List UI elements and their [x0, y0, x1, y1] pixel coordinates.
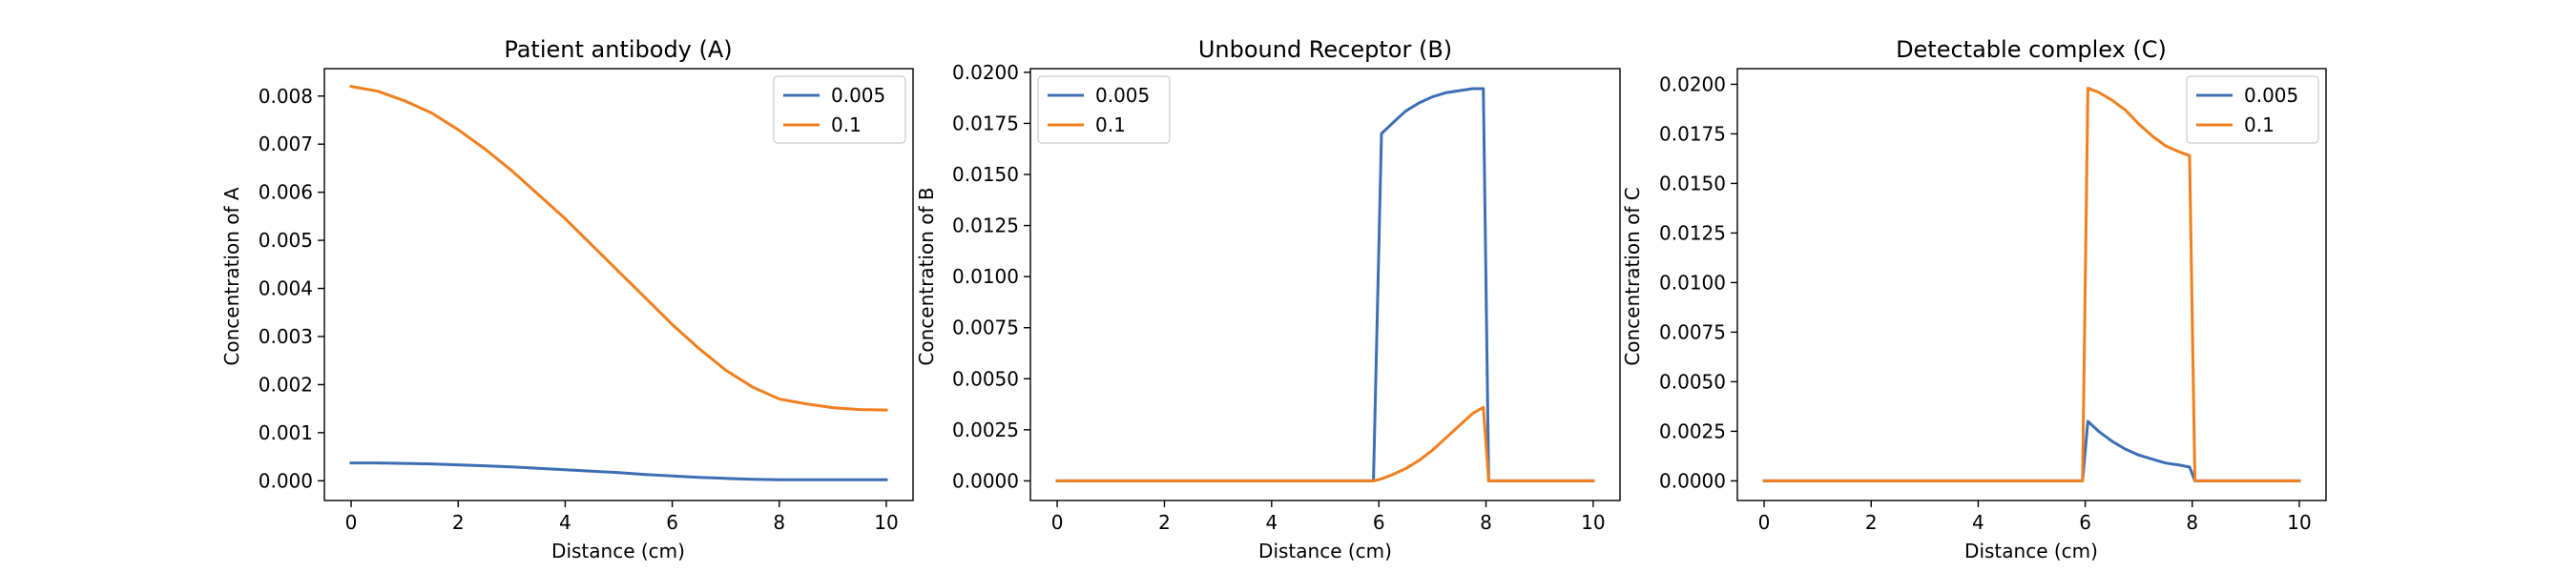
y-tick-label: 0.007	[259, 133, 313, 155]
legend: 0.005 0.1	[773, 75, 906, 144]
y-axis-label: Concentration of C	[1621, 187, 1644, 365]
panel-unbound-receptor: Unbound Receptor (B) Distance (cm) Conce…	[915, 36, 1621, 562]
legend: 0.005 0.1	[1037, 75, 1171, 144]
y-tick-label: 0.0150	[952, 163, 1019, 186]
y-tick-label: 0.001	[259, 421, 313, 444]
y-tick-label: 0.0200	[1659, 72, 1726, 95]
x-tick-label: 10	[874, 511, 898, 534]
series-group	[1055, 87, 1595, 482]
y-tick-label: 0.0000	[952, 469, 1019, 492]
x-tick-label: 2	[1865, 511, 1878, 534]
y-tick-label: 0.004	[259, 277, 313, 300]
y-axis-label: Concentration of B	[915, 187, 938, 365]
x-axis-label: Distance (cm)	[1258, 540, 1392, 562]
plot-area-frame	[323, 68, 914, 501]
legend-label: 0.005	[1095, 84, 1150, 107]
x-tick-label: 4	[559, 511, 571, 534]
plot-area-frame	[1736, 68, 2327, 501]
y-tick-label: 0.000	[259, 469, 313, 492]
y-tick-label: 0.0050	[1659, 370, 1726, 393]
x-axis-label: Distance (cm)	[1964, 540, 2098, 562]
x-axis-label: Distance (cm)	[551, 540, 685, 562]
y-tick-label: 0.0175	[952, 112, 1019, 134]
y-tick-label: 0.0050	[952, 367, 1019, 390]
chart-title: Patient antibody (A)	[504, 36, 732, 63]
legend-label: 0.1	[1095, 113, 1126, 136]
x-tick-label: 8	[2186, 511, 2198, 534]
y-tick-label: 0.0100	[1659, 271, 1726, 294]
x-tick-label: 8	[773, 511, 785, 534]
legend-label: 0.005	[2244, 84, 2298, 107]
y-axis-label: Concentration of A	[220, 187, 243, 365]
legend-label: 0.1	[2244, 113, 2275, 136]
x-tick-label: 8	[1480, 511, 1492, 534]
legend-label: 0.005	[831, 84, 885, 107]
x-tick-label: 6	[666, 511, 678, 534]
x-tick-label: 2	[1158, 511, 1171, 534]
y-tick-label: 0.0075	[952, 317, 1019, 339]
y-tick-label: 0.005	[259, 229, 313, 252]
x-tick-label: 6	[2079, 511, 2091, 534]
chart-title: Unbound Receptor (B)	[1198, 36, 1452, 63]
x-tick-label: 4	[1265, 511, 1278, 534]
x-tick-label: 6	[1373, 511, 1385, 534]
series-line-0.1	[1762, 87, 2301, 482]
y-tick-label: 0.0200	[952, 61, 1019, 84]
series-line-0.1	[1055, 405, 1595, 482]
x-tick-label: 0	[1051, 511, 1064, 534]
y-tick-label: 0.002	[259, 373, 313, 396]
y-tick-label: 0.0175	[1659, 122, 1726, 145]
y-tick-label: 0.003	[259, 325, 313, 348]
panel-patient-antibody: Patient antibody (A) Distance (cm) Conce…	[220, 36, 914, 562]
y-tick-label: 0.0025	[952, 419, 1019, 441]
legend: 0.005 0.1	[2186, 75, 2319, 144]
series-line-0.005	[349, 461, 888, 481]
y-tick-label: 0.0125	[1659, 221, 1726, 244]
y-tick-label: 0.008	[259, 85, 313, 108]
x-tick-label: 0	[345, 511, 358, 534]
legend-label: 0.1	[831, 113, 862, 136]
y-tick-label: 0.0125	[952, 214, 1019, 237]
x-tick-label: 4	[1972, 511, 1984, 534]
y-tick-label: 0.006	[259, 181, 313, 204]
y-tick-label: 0.0100	[952, 265, 1019, 288]
chart-title: Detectable complex (C)	[1896, 36, 2167, 63]
series-group	[349, 84, 888, 481]
y-tick-label: 0.0150	[1659, 172, 1726, 194]
x-tick-label: 2	[452, 511, 465, 534]
panel-detectable-complex: Detectable complex (C) Distance (cm) Con…	[1621, 36, 2327, 562]
series-line-0.1	[349, 84, 888, 412]
y-tick-label: 0.0000	[1659, 469, 1726, 492]
x-tick-label: 0	[1758, 511, 1771, 534]
x-tick-label: 10	[2287, 511, 2311, 534]
y-tick-label: 0.0075	[1659, 320, 1726, 343]
series-group	[1762, 87, 2301, 482]
x-tick-label: 10	[1581, 511, 1605, 534]
y-tick-label: 0.0025	[1659, 419, 1726, 442]
plot-area-frame	[1029, 68, 1621, 501]
